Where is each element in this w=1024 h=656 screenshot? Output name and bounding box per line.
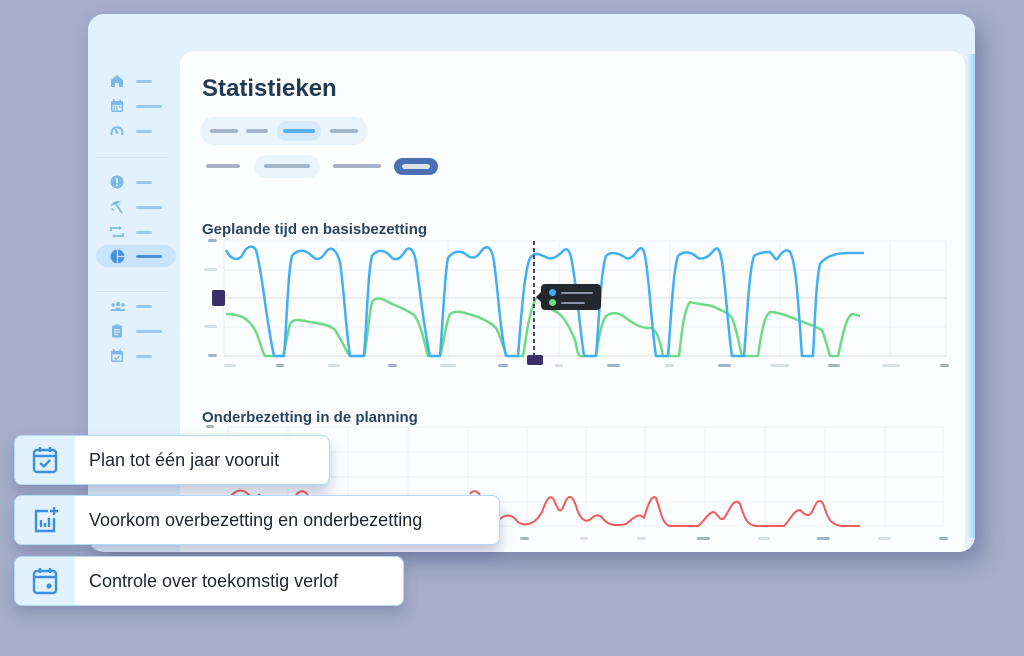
sidebar-label-placeholder xyxy=(136,230,152,234)
sidebar-label-placeholder xyxy=(136,180,152,184)
sidebar-label-placeholder xyxy=(136,354,152,358)
tab-4[interactable] xyxy=(330,129,358,133)
tab-bar xyxy=(200,117,368,145)
calendar-check-icon xyxy=(32,447,58,474)
team-icon xyxy=(110,301,126,311)
tab-2[interactable] xyxy=(246,129,268,133)
feature-card-leave-control: Controle over toekomstig verlof xyxy=(14,556,404,606)
sidebar-item-dashboard[interactable] xyxy=(96,120,176,142)
sidebar-label-placeholder xyxy=(136,104,162,108)
filter-2-active[interactable] xyxy=(264,164,310,168)
sidebar-label-placeholder xyxy=(136,79,152,83)
sidebar-label-placeholder xyxy=(136,129,152,133)
filter-1[interactable] xyxy=(206,164,240,168)
pie-chart-icon xyxy=(110,249,125,263)
tooltip-value-placeholder xyxy=(561,302,585,304)
tooltip-green-dot xyxy=(549,299,556,306)
feature-card-prevent-staffing: Voorkom overbezetting en onderbezetting xyxy=(14,495,500,545)
feature-label: Controle over toekomstig verlof xyxy=(89,570,339,591)
tooltip-blue-dot xyxy=(549,289,556,296)
tab-1[interactable] xyxy=(210,129,238,133)
filter-3[interactable] xyxy=(333,164,381,168)
chart-tooltip xyxy=(536,284,601,310)
series-basisbezetting xyxy=(225,296,861,358)
umbrella-beach-icon xyxy=(111,201,123,214)
view-toggle[interactable] xyxy=(394,158,438,175)
page-title: Statistieken xyxy=(202,75,337,102)
series-onderbezetting xyxy=(229,489,860,527)
series-geplande-tijd xyxy=(224,245,864,358)
tooltip-value-placeholder xyxy=(561,292,593,294)
feature-label: Voorkom overbezetting en onderbezetting xyxy=(89,509,423,530)
sidebar-divider xyxy=(96,157,168,158)
home-icon xyxy=(111,75,123,87)
chart-title-planned: Geplande tijd en basisbezetting xyxy=(202,221,428,238)
sidebar-item-tasks[interactable] xyxy=(96,320,176,342)
calendar-dot-icon xyxy=(32,568,58,595)
sidebar-label-placeholder xyxy=(136,304,152,308)
chart-title-understaff: Onderbezetting in de planning xyxy=(202,409,418,426)
feature-label: Plan tot één jaar vooruit xyxy=(89,449,280,470)
sidebar-item-leave[interactable] xyxy=(96,196,176,218)
dashboard-gauge-icon xyxy=(110,126,124,136)
chart1-x-ticks xyxy=(224,364,949,367)
sidebar-item-swaps[interactable] xyxy=(96,221,176,243)
sidebar-item-calendar[interactable] xyxy=(96,95,176,117)
sidebar-item-alerts[interactable] xyxy=(96,171,176,193)
feature-card-plan-ahead: Plan tot één jaar vooruit xyxy=(14,435,330,485)
calendar-icon xyxy=(111,99,123,112)
sidebar-label-placeholder xyxy=(136,205,162,209)
x-axis-marker xyxy=(527,355,543,365)
sidebar-item-schedule[interactable] xyxy=(96,345,176,367)
chart1-grid xyxy=(223,240,947,356)
clipboard-icon xyxy=(112,324,122,338)
sidebar-item-team[interactable] xyxy=(96,295,176,317)
swap-arrows-icon xyxy=(110,226,124,238)
chart2-grid xyxy=(227,426,944,527)
alert-icon xyxy=(110,175,124,189)
sidebar-label-placeholder xyxy=(136,329,162,333)
sidebar-divider xyxy=(96,291,168,292)
chart1-y-ticks xyxy=(204,239,217,357)
sidebar-item-statistics[interactable] xyxy=(96,245,176,267)
chart2-x-ticks xyxy=(520,537,948,540)
tab-3-active[interactable] xyxy=(283,129,315,133)
bar-chart-plus-icon xyxy=(34,507,58,533)
sidebar-label-placeholder xyxy=(136,254,162,258)
y-axis-marker xyxy=(212,290,225,306)
sidebar-item-home[interactable] xyxy=(96,70,176,92)
calendar-check-icon xyxy=(111,349,123,362)
sidebar xyxy=(88,14,180,552)
